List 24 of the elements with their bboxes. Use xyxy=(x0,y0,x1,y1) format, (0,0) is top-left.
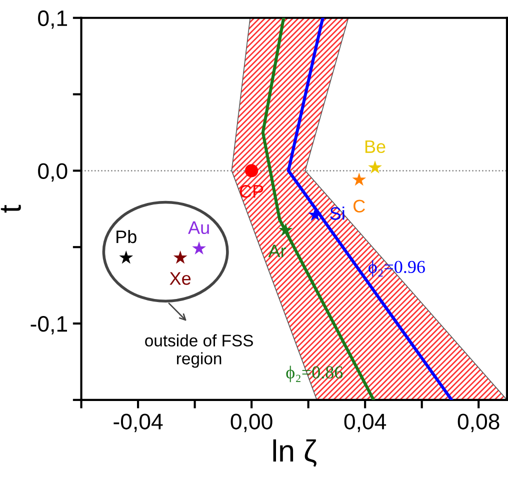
point xyxy=(173,250,188,264)
series-label: Au xyxy=(188,221,209,234)
annotation: outside of FSS region xyxy=(145,334,253,368)
point xyxy=(278,223,293,236)
series-label: C xyxy=(354,200,365,212)
y-tick-label: 0,0 xyxy=(38,163,68,182)
point xyxy=(308,208,322,221)
x-tick-label: -0,04 xyxy=(114,414,163,432)
series-label: Pb xyxy=(116,230,136,244)
point xyxy=(368,160,382,174)
point xyxy=(244,164,258,178)
y-tick-label: 0,1 xyxy=(38,10,68,29)
line-series xyxy=(286,18,454,400)
point xyxy=(352,172,366,186)
x-axis-title: ln ζ xyxy=(273,439,316,467)
x-tick-label: 0,04 xyxy=(344,414,386,432)
y-axis-title: t xyxy=(0,204,21,213)
point xyxy=(192,241,206,255)
point xyxy=(119,250,134,264)
series-label: Xe xyxy=(170,272,191,285)
series-label: Be xyxy=(365,140,386,154)
y-tick-label: -0,1 xyxy=(30,316,68,334)
x-tick-label: 0,08 xyxy=(458,414,500,432)
x-tick-label: 0,00 xyxy=(230,414,272,432)
